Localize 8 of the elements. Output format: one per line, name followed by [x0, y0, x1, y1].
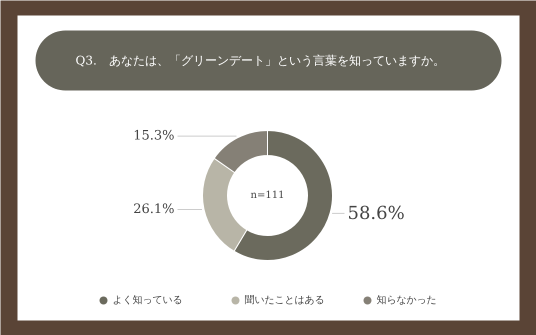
legend-label: 知らなかった	[376, 294, 436, 306]
legend-label: 聞いたことはある	[244, 294, 324, 306]
legend-label: よく知っている	[112, 294, 182, 306]
text: n=111	[250, 190, 284, 201]
data-label: 26.1%	[133, 202, 175, 217]
data-label: 58.6%	[348, 202, 405, 224]
data-label: 15.3%	[133, 128, 175, 144]
chart-title: Q3. あなたは、「グリーンデート」という言葉を知っていますか。	[76, 54, 445, 68]
